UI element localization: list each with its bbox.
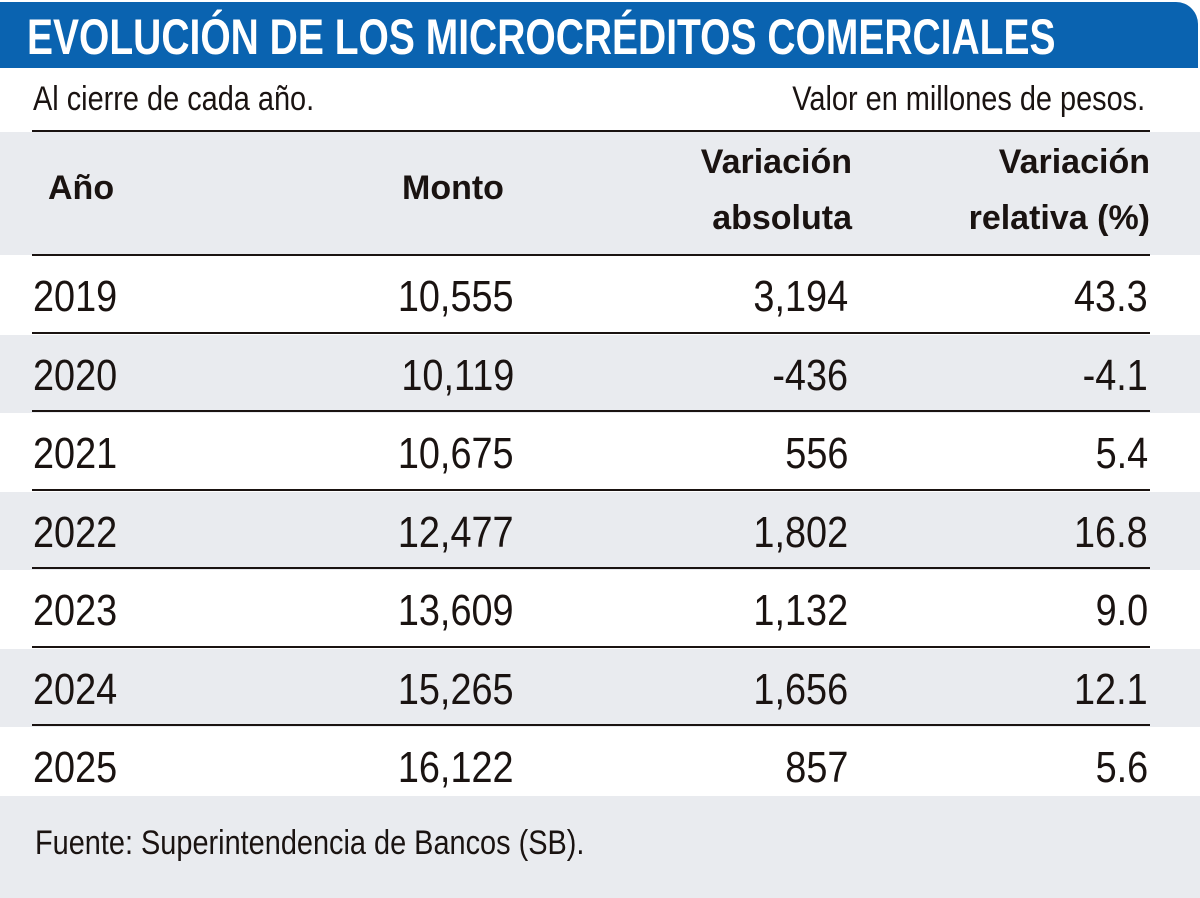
abs-variation-cell: -436 — [772, 350, 848, 400]
row-band — [0, 491, 1200, 570]
amount-cell: 10,675 — [398, 429, 514, 478]
year-cell: 2021 — [33, 429, 118, 478]
column-header-abs-2: absoluta — [712, 199, 852, 237]
chart-title: EVOLUCIÓN DE LOS MICROCRÉDITOS COMERCIAL… — [27, 9, 1056, 65]
subtitle-units: Valor en millones de pesos. — [792, 80, 1145, 118]
year-cell: 2024 — [33, 664, 118, 714]
column-header-abs-1: Variación — [700, 143, 852, 181]
year-cell: 2023 — [33, 586, 118, 635]
column-header-year: Año — [48, 169, 115, 207]
rel-variation-cell: 43.3 — [1074, 272, 1148, 321]
amount-cell: 12,477 — [398, 507, 514, 557]
row-band — [0, 334, 1200, 413]
footer-band — [0, 796, 1200, 898]
amount-cell: 10,119 — [401, 350, 514, 400]
column-header-rel-1: Variación — [998, 143, 1150, 181]
divider — [32, 130, 1150, 132]
year-cell: 2022 — [33, 507, 118, 557]
rel-variation-cell: 9.0 — [1095, 586, 1148, 635]
title-bar: EVOLUCIÓN DE LOS MICROCRÉDITOS COMERCIAL… — [0, 2, 1198, 68]
abs-variation-cell: 556 — [784, 429, 848, 478]
row-divider — [32, 567, 1150, 569]
rel-variation-cell: -4.1 — [1082, 350, 1148, 400]
rel-variation-cell: 12.1 — [1074, 664, 1148, 714]
rel-variation-cell: 16.8 — [1074, 507, 1148, 557]
abs-variation-cell: 1,132 — [753, 586, 848, 635]
row-divider — [32, 645, 1150, 648]
row-divider — [32, 488, 1150, 491]
source-note: Fuente: Superintendencia de Bancos (SB). — [35, 824, 585, 862]
header-band — [0, 132, 1200, 255]
divider — [32, 254, 1150, 256]
year-cell: 2025 — [33, 743, 118, 792]
abs-variation-cell: 1,656 — [753, 664, 848, 714]
year-cell: 2020 — [33, 350, 118, 400]
rel-variation-cell: 5.4 — [1095, 429, 1148, 478]
amount-cell: 16,122 — [398, 743, 514, 792]
abs-variation-cell: 1,802 — [753, 507, 848, 557]
amount-cell: 10,555 — [398, 272, 514, 321]
row-divider — [32, 410, 1150, 412]
amount-cell: 13,609 — [398, 586, 514, 635]
abs-variation-cell: 3,194 — [753, 272, 848, 321]
year-cell: 2019 — [33, 272, 118, 321]
subtitle-period: Al cierre de cada año. — [33, 80, 315, 118]
row-band — [0, 648, 1200, 727]
row-divider — [32, 331, 1150, 334]
rel-variation-cell: 5.6 — [1095, 743, 1148, 792]
abs-variation-cell: 857 — [784, 743, 848, 792]
row-divider — [32, 724, 1150, 726]
column-header-amount: Monto — [402, 169, 504, 207]
amount-cell: 15,265 — [398, 664, 514, 714]
column-header-rel-2: relativa (%) — [968, 199, 1150, 237]
